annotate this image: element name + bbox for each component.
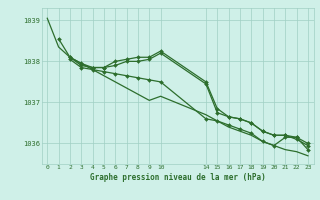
X-axis label: Graphe pression niveau de la mer (hPa): Graphe pression niveau de la mer (hPa) xyxy=(90,173,266,182)
